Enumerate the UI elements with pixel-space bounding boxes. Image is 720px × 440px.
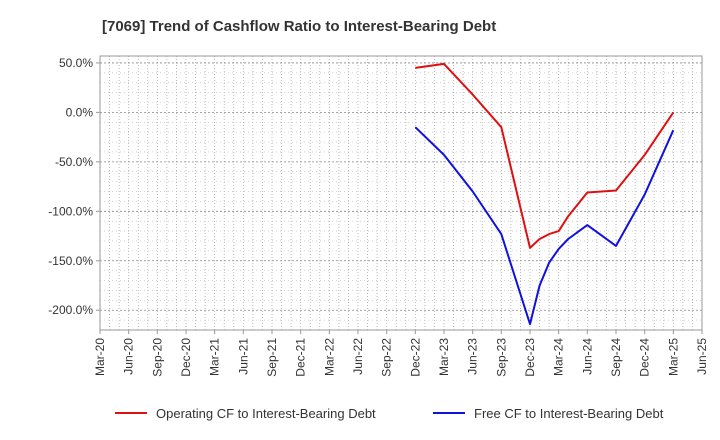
x-tick-label: Sep-24 <box>609 338 623 377</box>
x-tick-label: Jun-21 <box>236 338 250 375</box>
y-tick-label: 50.0% <box>59 56 93 70</box>
series-line-2 <box>414 126 675 326</box>
plot-frame <box>99 55 703 331</box>
x-tick-label: Sep-23 <box>494 338 508 377</box>
x-tick-label: Sep-22 <box>380 338 394 377</box>
x-tick-label: Jun-23 <box>466 338 480 375</box>
x-tick-label: Dec-23 <box>523 338 537 377</box>
y-tick-label: -200.0% <box>48 303 93 317</box>
grid <box>99 56 703 330</box>
x-tick-label: Dec-24 <box>638 338 652 377</box>
x-tick-label: Dec-22 <box>408 338 422 377</box>
x-tick-label: Mar-23 <box>437 338 451 376</box>
x-tick-label: Mar-24 <box>552 338 566 376</box>
series-line-1 <box>415 62 675 249</box>
x-axis-ticks: Mar-20 Jun-20 Sep-20 Dec-20 Mar-21 Jun-21 Sep-… <box>93 330 709 377</box>
x-tick-label: Sep-20 <box>150 338 164 377</box>
x-tick-label: Jun-22 <box>351 338 365 375</box>
legend-label-1: Operating CF to Interest-Bearing Debt <box>156 406 376 421</box>
y-tick-label: -150.0% <box>48 254 93 268</box>
y-axis-ticks: 50.0% 0.0% -50.0% -100.0% -150.0% -200.0% <box>48 56 100 317</box>
y-tick-label: 0.0% <box>66 105 94 119</box>
y-tick-label: -100.0% <box>48 204 93 218</box>
x-tick-label: Jun-24 <box>580 338 594 375</box>
x-tick-label: Sep-21 <box>265 338 279 377</box>
series-lines <box>414 62 675 326</box>
x-tick-label: Mar-25 <box>666 338 680 376</box>
x-tick-label: Jun-20 <box>122 338 136 375</box>
x-tick-label: Mar-21 <box>208 338 222 376</box>
x-tick-label: Mar-22 <box>322 338 336 376</box>
x-tick-label: Mar-20 <box>93 338 107 376</box>
legend-label-2: Free CF to Interest-Bearing Debt <box>474 406 664 421</box>
x-tick-label: Jun-25 <box>695 338 709 375</box>
chart-title: [7069] Trend of Cashflow Ratio to Intere… <box>102 18 496 35</box>
x-tick-label: Dec-21 <box>294 338 308 377</box>
legend: Operating CF to Interest-Bearing Debt Fre… <box>115 406 664 421</box>
x-tick-label: Dec-20 <box>179 338 193 377</box>
y-tick-label: -50.0% <box>55 155 93 169</box>
